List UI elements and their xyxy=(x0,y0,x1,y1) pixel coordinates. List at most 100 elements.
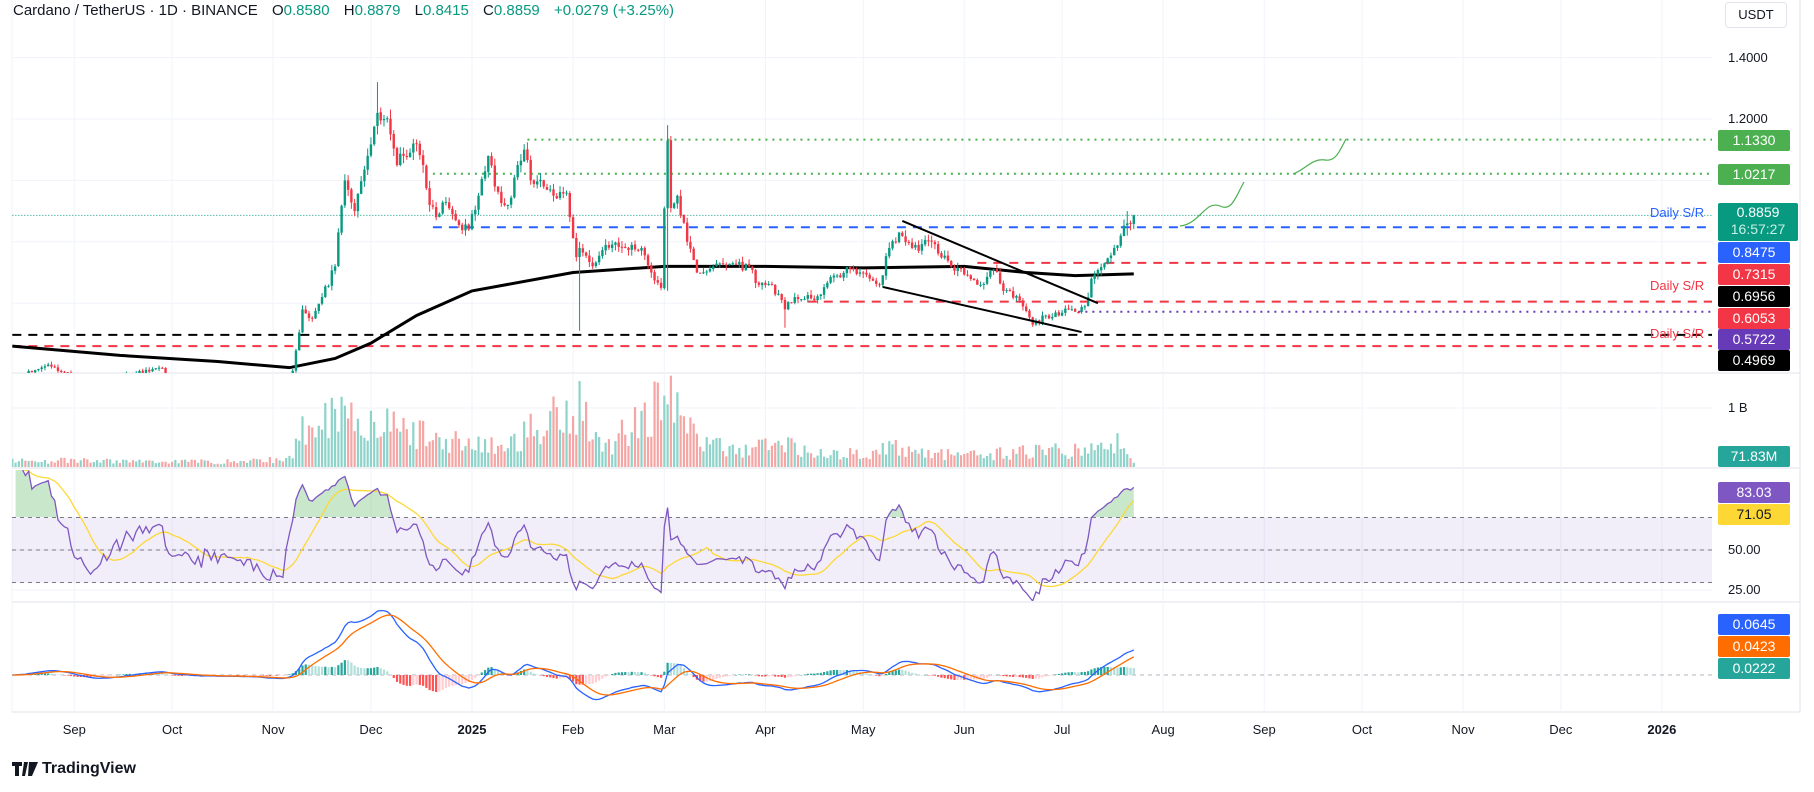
volume-bar xyxy=(1129,458,1132,467)
candle xyxy=(480,176,483,196)
candle xyxy=(249,380,251,383)
macd-histogram-bar xyxy=(128,673,131,675)
macd-histogram-bar xyxy=(862,672,865,675)
candle xyxy=(50,361,53,369)
candle xyxy=(1073,307,1077,312)
macd-histogram-bar xyxy=(607,675,611,676)
candle-body xyxy=(741,261,744,271)
symbol-title[interactable]: Cardano / TetherUS · 1D · BINANCE xyxy=(13,2,258,19)
macd-histogram-bar xyxy=(646,673,650,675)
candle-body xyxy=(914,244,917,248)
candle-body xyxy=(923,239,927,245)
candle xyxy=(682,214,686,224)
volume-bar xyxy=(30,460,33,467)
candle-body xyxy=(796,297,800,300)
candle-body xyxy=(373,126,376,145)
volume-bar xyxy=(588,441,591,467)
macd-histogram-bar xyxy=(461,675,464,685)
candle-body xyxy=(184,376,186,377)
candle xyxy=(418,140,422,160)
candle xyxy=(363,165,366,187)
volume-bar xyxy=(770,445,774,467)
volume-value-label: 71.83M xyxy=(1718,446,1790,467)
candle-body xyxy=(575,237,578,258)
macd-histogram-bar xyxy=(744,674,747,675)
candle-body xyxy=(1116,245,1119,248)
candle xyxy=(565,190,568,196)
volume-bar xyxy=(82,458,86,467)
candle xyxy=(210,376,212,381)
macd-histogram-bar xyxy=(1064,672,1067,675)
volume-bar xyxy=(200,459,203,467)
trendline[interactable] xyxy=(901,220,1099,305)
candle xyxy=(40,365,43,372)
volume-bar xyxy=(1057,448,1060,467)
candle xyxy=(816,294,819,304)
candle-body xyxy=(963,268,966,275)
candle-body xyxy=(770,283,774,285)
macd-histogram-bar xyxy=(73,675,76,677)
volume-bar xyxy=(1054,443,1057,467)
candle-body xyxy=(1129,222,1132,224)
candle-body xyxy=(412,143,415,153)
volume-bar xyxy=(526,437,529,467)
candle xyxy=(813,295,816,302)
candle xyxy=(992,269,995,275)
time-tick: Mar xyxy=(653,722,676,737)
volume-bar xyxy=(1018,446,1021,467)
volume-bar xyxy=(399,431,402,467)
tradingview-logo[interactable]: TradingView xyxy=(12,760,136,778)
candle xyxy=(444,196,448,206)
candle xyxy=(640,245,643,256)
candle-body xyxy=(839,275,842,278)
trendline[interactable] xyxy=(882,285,1082,334)
candle-body xyxy=(917,244,920,251)
candle-body xyxy=(382,119,386,121)
candle-body xyxy=(187,376,189,377)
volume-bar xyxy=(428,441,431,467)
macd-histogram-bar xyxy=(275,675,278,676)
candle xyxy=(1129,220,1132,231)
volume-bar xyxy=(408,445,412,467)
volume-bar xyxy=(995,448,998,467)
candle-body xyxy=(826,282,829,288)
candle xyxy=(122,378,124,381)
candle xyxy=(578,241,581,331)
candle-body xyxy=(1070,309,1074,311)
candle-body xyxy=(1021,300,1025,307)
projection-path[interactable] xyxy=(1179,181,1245,227)
volume-bar xyxy=(288,455,291,467)
currency-button[interactable]: USDT xyxy=(1725,2,1787,28)
rsi-tick: 25.00 xyxy=(1728,582,1761,597)
candle xyxy=(741,256,744,272)
candle-body xyxy=(526,149,529,161)
volume-bar xyxy=(985,455,989,467)
candle-body xyxy=(875,280,878,284)
volume-bar xyxy=(457,438,461,467)
macd-histogram-bar xyxy=(435,675,438,693)
candle xyxy=(676,194,679,209)
macd-histogram-bar xyxy=(829,670,832,675)
volume-bar xyxy=(963,454,966,467)
candle xyxy=(304,305,307,314)
candle xyxy=(1093,271,1096,284)
volume-bar xyxy=(304,444,307,467)
candle-body xyxy=(669,140,673,209)
projection-path[interactable] xyxy=(1292,138,1347,175)
macd-histogram-bar xyxy=(1100,667,1103,675)
volume-bar xyxy=(734,454,738,467)
candle xyxy=(689,236,692,253)
macd-histogram-bar xyxy=(109,675,112,676)
volume-bar xyxy=(405,429,408,467)
volume-bar xyxy=(927,449,930,467)
candle-body xyxy=(1083,306,1087,308)
candle-body xyxy=(503,203,506,206)
macd-histogram-bar xyxy=(982,675,985,679)
price-label-07315: 0.7315 xyxy=(1718,264,1790,285)
candle xyxy=(256,382,258,386)
volume-bar xyxy=(265,462,268,467)
candle xyxy=(382,114,386,127)
candle-body xyxy=(927,240,930,242)
candle-body xyxy=(1005,290,1008,292)
